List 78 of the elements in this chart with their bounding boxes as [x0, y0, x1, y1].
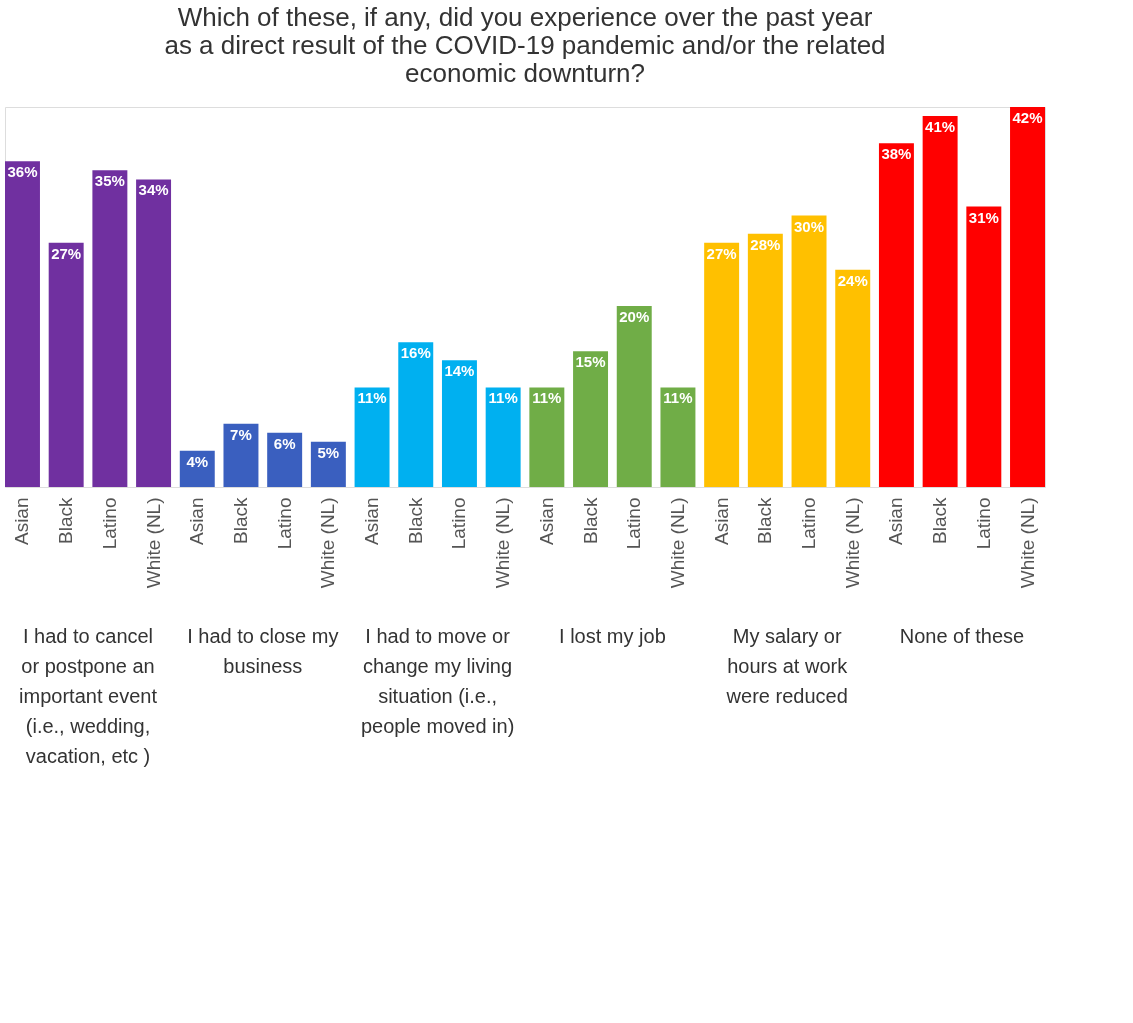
x-tick-label: Latino — [273, 497, 295, 550]
x-tick-label: White (NL) — [1016, 497, 1038, 589]
data-label: 7% — [230, 425, 252, 443]
bar — [1010, 107, 1045, 487]
x-tick-label: White (NL) — [142, 497, 164, 589]
bar — [48, 242, 84, 487]
x-tick-label: Latino — [798, 497, 820, 550]
text: I lost my job — [559, 625, 666, 647]
text: I had to cancel or postpone an important event (i.e., wedding, vacation, etc ) — [19, 625, 158, 767]
data-label: 4% — [186, 452, 209, 470]
bar — [398, 342, 434, 487]
bar — [704, 242, 740, 487]
x-tick-label: Asian — [885, 497, 907, 546]
bar — [616, 306, 652, 487]
bar — [529, 387, 565, 487]
text: None of these — [899, 625, 1025, 647]
x-tick-label: Black — [229, 497, 251, 544]
x-tick-label: Black — [55, 497, 77, 544]
x-tick-label: Asian — [11, 497, 33, 546]
x-tick-label: Asian — [535, 497, 557, 546]
text: My salary or hours at work were reduced — [725, 625, 849, 707]
bar — [922, 116, 958, 487]
bar — [878, 143, 914, 487]
data-label: 34% — [138, 181, 169, 199]
bar — [441, 360, 477, 487]
bar — [966, 206, 1002, 487]
bar — [136, 179, 172, 487]
bar — [310, 441, 346, 487]
data-label: 11% — [663, 389, 693, 407]
x-tick-label: Latino — [98, 497, 120, 550]
x-tick-label: Black — [754, 497, 776, 544]
bar — [660, 387, 696, 487]
x-tick-label: White (NL) — [317, 497, 339, 589]
data-label: 11% — [357, 389, 387, 407]
bar — [791, 215, 827, 487]
x-tick-label: Black — [579, 497, 601, 544]
text: I had to close my business — [187, 625, 339, 677]
data-label: 35% — [94, 172, 125, 190]
bar — [354, 387, 390, 487]
x-tick-label: White (NL) — [492, 497, 514, 589]
x-tick-label: White (NL) — [841, 497, 863, 589]
bar — [573, 351, 609, 487]
data-label: 36% — [7, 163, 38, 181]
chart-title: Which of these, if any, did you experience over the past year as a direct result of the COVID-19 pandemic and/or the related economic downturn? — [164, 2, 886, 88]
x-tick-label: Latino — [448, 497, 470, 550]
data-label: 11% — [532, 389, 562, 407]
data-label: 38% — [881, 145, 912, 163]
data-label: 6% — [273, 434, 296, 452]
bar — [747, 233, 783, 487]
data-label: 24% — [837, 271, 868, 289]
x-tick-label: Asian — [361, 497, 383, 546]
x-tick-label: Latino — [972, 497, 994, 550]
bar — [223, 423, 259, 487]
data-label: 15% — [575, 353, 606, 371]
bar — [267, 432, 303, 487]
data-label: 27% — [706, 244, 737, 262]
data-label: 11% — [488, 389, 518, 407]
x-tick-label: Latino — [623, 497, 645, 550]
text: I had to move or change my living situation (i.e., people moved in) — [360, 625, 515, 737]
data-label: 27% — [51, 244, 82, 262]
bar — [835, 269, 871, 487]
x-tick-label: Black — [404, 497, 426, 544]
x-tick-label: Asian — [186, 497, 208, 546]
data-label: 28% — [750, 235, 781, 253]
x-tick-label: Asian — [710, 497, 732, 546]
x-tick-label: Black — [929, 497, 951, 544]
data-label: 14% — [444, 362, 475, 380]
data-label: 41% — [925, 118, 956, 136]
data-label: 30% — [794, 217, 825, 235]
data-label: 31% — [968, 208, 999, 226]
data-label: 5% — [317, 443, 340, 461]
data-label: 42% — [1012, 109, 1043, 126]
x-tick-label: White (NL) — [666, 497, 688, 589]
bar — [5, 161, 40, 487]
bar — [485, 387, 521, 487]
bar — [92, 170, 128, 487]
data-label: 20% — [619, 308, 650, 326]
data-label: 16% — [400, 344, 431, 362]
